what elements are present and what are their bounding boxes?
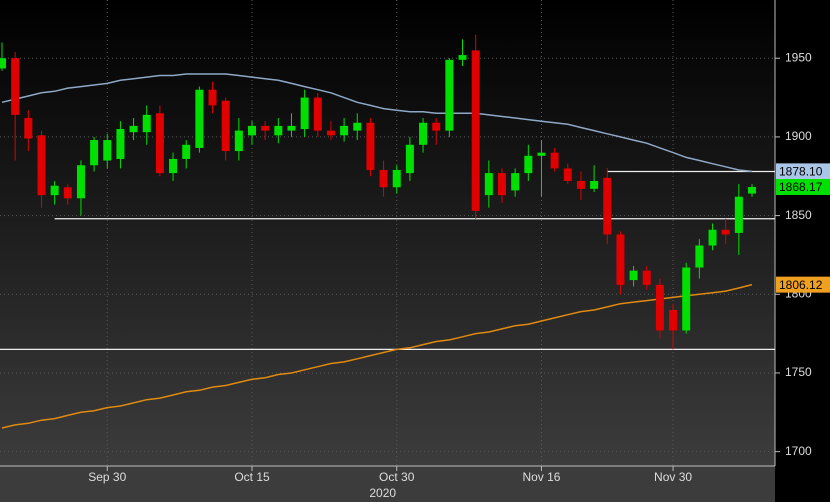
candle-body [366,122,375,170]
candle-body [169,158,178,174]
candle-body [208,89,217,106]
x-tick-label: Nov 30 [654,470,692,484]
candle-body [498,173,506,196]
candle-body [11,58,20,115]
candle-body [103,140,112,161]
candle-body [182,144,191,159]
candle-body [234,130,243,152]
y-tick-label: 1750 [785,365,812,379]
candle-body [287,125,296,131]
candle-body [590,180,599,189]
candle-body [392,169,401,188]
candle-body [576,180,585,189]
candle-body [669,310,678,331]
moving-average-line [1,283,753,429]
candle-body [563,168,572,181]
candle-body [642,270,651,285]
last-value-label: 1868.17 [779,180,823,194]
candle-body [524,155,533,174]
candle-body [405,144,414,174]
y-tick-label: 1950 [785,50,812,64]
last-value-label: 1806.12 [779,278,823,292]
candle-body [221,100,230,152]
candle-body [695,245,704,268]
y-tick-label: 1850 [785,208,812,222]
candle-body [484,173,493,196]
y-tick-label: 1900 [785,129,812,143]
candle-body [655,284,664,331]
x-tick-label: Oct 15 [234,470,270,484]
moving-average-line [1,73,753,173]
candle-body [37,135,46,196]
year-label: 2020 [369,486,396,500]
candle-body [471,50,480,211]
candle-body [682,267,691,331]
candle-body [721,229,730,235]
last-value-box [776,276,830,293]
last-value-label: 1878.10 [779,165,823,179]
plot-area [0,0,775,466]
candle-body [340,125,349,136]
candle-body [511,173,520,191]
candle-body [261,125,270,131]
candle-body [195,89,204,148]
candle-body [537,152,546,156]
last-value-box [776,163,830,180]
candle-body [76,165,85,199]
candle-body [353,122,362,131]
candle-body [550,152,559,169]
x-tick-label: Nov 16 [522,470,560,484]
candle-body [313,97,322,131]
x-tick-label: Sep 30 [88,470,126,484]
candle-body [50,185,59,196]
y-tick-label: 1700 [785,444,812,458]
candle-body [63,187,72,199]
candle-body [274,125,283,136]
x-tick-label: Oct 30 [379,470,415,484]
y-axis-area [775,0,830,502]
candle-body [458,55,467,60]
candle-body [734,196,743,233]
candle-body [0,58,6,69]
candle-body [748,186,756,194]
candle-body [616,234,625,285]
candle-body [129,125,138,133]
candle-body [248,125,256,136]
candle-body [708,229,717,246]
x-axis-area [0,466,775,502]
candle-body [142,114,151,133]
candle-body [155,113,164,174]
candle-body [432,122,441,131]
candle-body [116,129,125,159]
candle-body [90,140,99,166]
candle-body [603,177,612,235]
candle-body [629,270,638,281]
candle-body [379,169,388,188]
candle-body [419,122,428,145]
candle-body [326,130,335,136]
last-value-box [776,178,830,195]
candle-body [24,118,33,139]
candle-body [300,97,309,130]
candle-body [445,59,454,131]
